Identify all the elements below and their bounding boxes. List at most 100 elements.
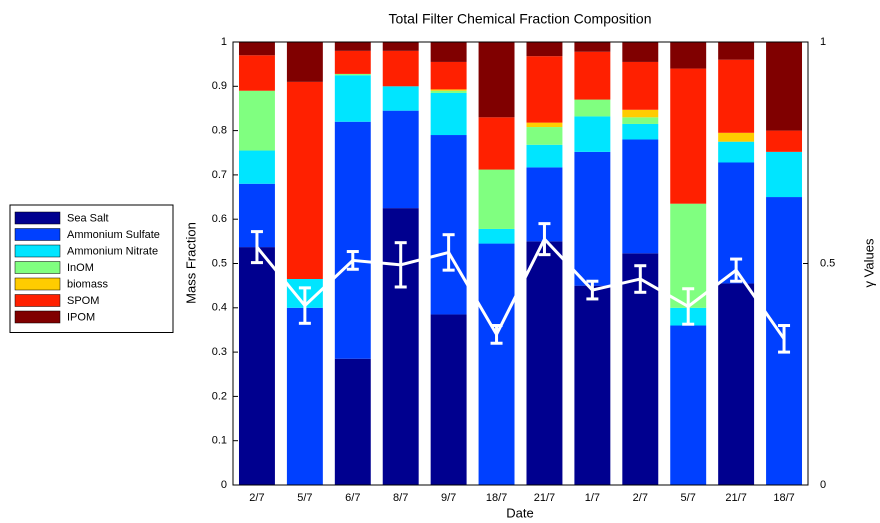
bar-segment <box>622 109 659 118</box>
bar-segment <box>526 144 563 168</box>
legend: Sea Salt Ammonium Sulfate Ammonium Nitrate… <box>9 204 174 333</box>
legend-swatch <box>14 277 61 291</box>
error-bar <box>634 264 647 294</box>
error-bar <box>490 324 503 345</box>
bar-segment <box>286 81 323 280</box>
bar-segment <box>334 358 371 485</box>
bar-segment <box>526 241 563 485</box>
legend-label: InOM <box>67 262 94 274</box>
x-axis-label: Date <box>506 505 533 520</box>
bar-segment <box>718 132 755 142</box>
bar-segment <box>526 56 563 123</box>
y-tick-label: 0.4 <box>212 302 227 314</box>
legend-swatch <box>14 244 61 258</box>
bar-segment <box>430 135 467 315</box>
y-axis-label: Mass Fraction <box>183 222 198 304</box>
bar-segment <box>238 247 275 485</box>
bar-segment <box>526 127 563 145</box>
bar-segment <box>478 42 515 118</box>
bar-segment <box>718 42 755 60</box>
bar-segment <box>718 283 755 485</box>
y2-axis-label: γ Values <box>861 238 876 287</box>
error-bar <box>538 222 551 257</box>
bar-segment <box>574 151 611 286</box>
bar-segment <box>478 228 515 244</box>
error-bar <box>442 233 455 272</box>
bar-segment <box>382 50 419 87</box>
bar-segment <box>334 73 371 76</box>
bar-segment <box>382 42 419 51</box>
y-tick-label: 0.5 <box>212 257 227 269</box>
x-tick-label: 2/7 <box>633 492 648 504</box>
bar-segment <box>622 117 659 124</box>
bar-segment <box>574 42 611 52</box>
bar-segment <box>430 92 467 136</box>
bar-segment <box>766 42 803 131</box>
legend-label: Sea Salt <box>67 212 109 224</box>
bar-segment <box>670 325 707 485</box>
bar-segment <box>670 42 707 69</box>
y-tick-label: 0.6 <box>212 213 227 225</box>
x-tick-label: 18/7 <box>486 492 507 504</box>
bar-segment <box>430 90 467 93</box>
bar-segment <box>718 141 755 163</box>
y-tick-label: 0.7 <box>212 169 227 181</box>
bar-segment <box>526 122 563 128</box>
bar-segment <box>286 307 323 485</box>
bar-segment <box>478 243 515 485</box>
legend-swatch <box>14 294 61 307</box>
bar-segment <box>238 150 275 184</box>
x-tick-label: 5/7 <box>681 492 696 504</box>
y-tick-label: 0.1 <box>212 435 227 447</box>
x-tick-label: 9/7 <box>441 492 456 504</box>
bar-segment <box>574 51 611 100</box>
legend-swatch <box>14 228 61 241</box>
legend-swatch <box>14 211 61 225</box>
bar-segment <box>238 42 275 56</box>
legend-swatch <box>14 310 61 324</box>
bar-segment <box>430 61 467 90</box>
legend-label: IPOM <box>67 311 95 323</box>
y2-tick-label: 0 <box>820 479 826 491</box>
error-bar <box>730 257 743 283</box>
bar-segment <box>574 116 611 152</box>
bar-segment <box>622 42 659 62</box>
y-tick-label: 0.8 <box>212 125 227 137</box>
error-bar <box>586 279 599 301</box>
bar-segment <box>334 121 371 359</box>
bar-segment <box>430 314 467 485</box>
legend-label: biomass <box>67 278 108 290</box>
bar-segment <box>574 285 611 485</box>
error-bar <box>250 230 263 265</box>
bar-segment <box>382 86 419 111</box>
x-tick-label: 21/7 <box>725 492 746 504</box>
bar-segment <box>478 117 515 170</box>
bar-segment <box>334 42 371 51</box>
y-tick-label: 0.2 <box>212 390 227 402</box>
x-tick-label: 8/7 <box>393 492 408 504</box>
x-tick-label: 5/7 <box>297 492 312 504</box>
y-tick-label: 0.3 <box>212 346 227 358</box>
x-tick-label: 18/7 <box>773 492 794 504</box>
error-bar <box>682 287 695 326</box>
legend-label: SPOM <box>67 295 99 307</box>
gamma-line <box>255 236 786 340</box>
y2-tick-label: 0.5 <box>820 257 835 269</box>
bar-segment <box>670 68 707 204</box>
legend-label: Ammonium Nitrate <box>67 245 158 257</box>
y-tick-label: 0 <box>221 479 227 491</box>
bar-segment <box>286 42 323 82</box>
bar-segment <box>622 61 659 110</box>
bar-segment <box>718 59 755 133</box>
bar-segment <box>766 151 803 198</box>
bar-segment <box>766 130 803 152</box>
bar-segment <box>574 99 611 117</box>
x-tick-label: 2/7 <box>249 492 264 504</box>
error-bar <box>298 286 311 325</box>
bar-segment <box>430 42 467 62</box>
error-bar <box>346 250 359 271</box>
y-tick-label: 1 <box>221 36 227 48</box>
bar-segment <box>238 55 275 91</box>
x-tick-label: 21/7 <box>534 492 555 504</box>
